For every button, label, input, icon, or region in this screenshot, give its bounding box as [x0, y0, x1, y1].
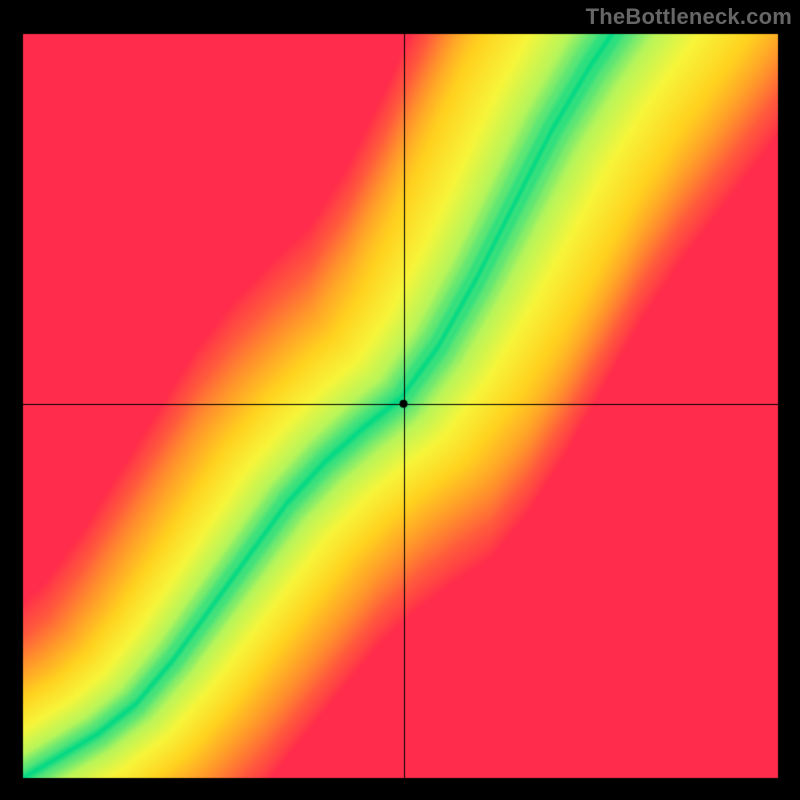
watermark-label: TheBottleneck.com	[586, 4, 792, 30]
bottleneck-heatmap-canvas	[0, 0, 800, 800]
bottleneck-heatmap-container: TheBottleneck.com	[0, 0, 800, 800]
